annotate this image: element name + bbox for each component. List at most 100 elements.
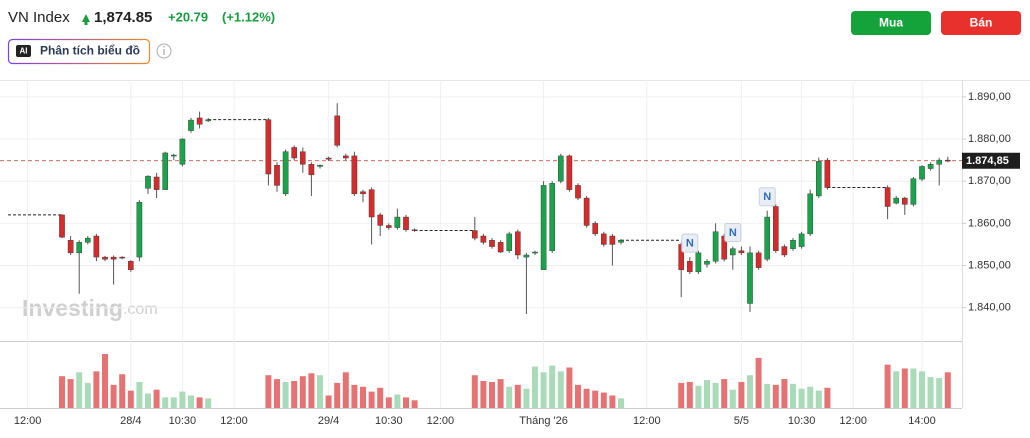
- candle-body: [583, 197, 590, 226]
- candle-body: [59, 214, 65, 238]
- candle-body: [919, 166, 925, 180]
- sell-button-text[interactable]: Bán: [970, 16, 993, 30]
- candle-body: [592, 223, 598, 235]
- candle-body: [730, 248, 736, 256]
- volume-bar: [764, 383, 771, 408]
- candle-body: [136, 202, 143, 258]
- candle-body: [506, 233, 513, 251]
- volume-bar: [807, 386, 814, 408]
- volume-bar: [265, 375, 272, 408]
- volume-bar: [205, 398, 212, 408]
- candle-body: [532, 251, 538, 254]
- volume-bar: [549, 365, 556, 408]
- news-badge[interactable]: [681, 233, 699, 253]
- candle-body: [540, 185, 547, 270]
- candle-body: [93, 235, 100, 258]
- volume-bar: [282, 381, 289, 408]
- buy-button-bg[interactable]: [851, 11, 931, 35]
- volume-bar: [119, 374, 126, 408]
- volume-bar: [299, 376, 306, 408]
- volume-bar: [162, 397, 169, 408]
- volume-bar: [188, 395, 194, 408]
- volume-bar: [884, 364, 891, 408]
- candle-body: [927, 164, 934, 169]
- volume-bar: [377, 387, 384, 408]
- candle-body: [721, 235, 727, 260]
- volume-bar: [196, 397, 203, 408]
- x-tick-label: 12:00: [839, 415, 867, 427]
- info-circle[interactable]: [156, 43, 172, 59]
- candle-body: [377, 214, 384, 226]
- candle-body: [127, 261, 134, 270]
- news-label: N: [763, 191, 771, 203]
- ai-badge-text: AI: [20, 47, 28, 56]
- volume-bar: [480, 381, 487, 408]
- sell-button-bg[interactable]: [941, 11, 1021, 35]
- candle-body: [300, 151, 306, 165]
- candle-body: [205, 119, 212, 122]
- volume-bar: [274, 379, 280, 408]
- volume-bar: [600, 392, 607, 408]
- buy-button-text[interactable]: Mua: [879, 16, 903, 30]
- candle-body: [368, 189, 375, 218]
- candle-body: [601, 233, 607, 245]
- candle-body: [274, 164, 280, 186]
- x-tick-label: 12:00: [633, 415, 661, 427]
- volume-bar: [686, 381, 693, 408]
- candle-body: [119, 256, 125, 259]
- candle-body: [575, 185, 581, 199]
- ai-button-text[interactable]: Phân tích biểu đồ: [40, 44, 140, 58]
- news-marker[interactable]: N: [758, 187, 776, 207]
- volume-bar: [772, 384, 779, 408]
- volume-bar: [368, 391, 375, 408]
- volume-bar: [514, 384, 521, 408]
- volume-bar: [385, 397, 392, 408]
- news-marker[interactable]: N: [724, 223, 742, 243]
- candle-body: [549, 183, 555, 251]
- volume-bar: [927, 377, 934, 408]
- buy-button[interactable]: Mua: [851, 11, 931, 35]
- volume-bar: [179, 391, 186, 408]
- news-badge[interactable]: [758, 187, 776, 207]
- volume-bar: [153, 389, 160, 408]
- candle-body: [807, 193, 813, 235]
- candle-body: [678, 244, 684, 270]
- volume-bar: [489, 381, 495, 408]
- volume-bar: [403, 397, 409, 408]
- volume-bar: [532, 366, 538, 408]
- volume-bar: [824, 387, 831, 408]
- volume-bar: [747, 375, 753, 408]
- x-tick-label: 5/5: [734, 415, 749, 427]
- volume-bar: [76, 372, 83, 408]
- candle-body: [497, 242, 504, 253]
- volume-bar: [738, 381, 745, 408]
- ai-button[interactable]: AI Phân tích biểu đồ: [7, 38, 151, 65]
- volume-bar: [110, 384, 117, 408]
- news-label: N: [686, 237, 694, 249]
- volume-bar: [944, 372, 951, 408]
- volume-bar: [566, 367, 573, 408]
- news-marker[interactable]: N: [681, 233, 699, 253]
- candle-body: [472, 230, 478, 239]
- volume-bar: [678, 382, 685, 408]
- news-badge[interactable]: [724, 223, 742, 243]
- info-dot: [163, 46, 165, 48]
- volume-bar: [712, 382, 719, 408]
- volume-bar: [471, 375, 478, 408]
- volume-bar: [798, 388, 805, 408]
- ai-button-frame[interactable]: [7, 38, 151, 65]
- change: +20.79: [168, 9, 208, 24]
- candle-body: [480, 235, 487, 243]
- candle-body: [798, 233, 805, 247]
- candle-body: [67, 240, 74, 254]
- volume-bar: [334, 382, 341, 408]
- candle-body: [394, 216, 401, 228]
- candle-body: [110, 256, 117, 260]
- candle-body: [386, 225, 392, 228]
- title: VN Index: [8, 9, 70, 26]
- sell-button[interactable]: Bán: [941, 11, 1021, 35]
- candle-body: [790, 240, 796, 249]
- volume-bar: [523, 388, 530, 408]
- info-icon[interactable]: [156, 43, 172, 59]
- volume-bar: [910, 368, 917, 408]
